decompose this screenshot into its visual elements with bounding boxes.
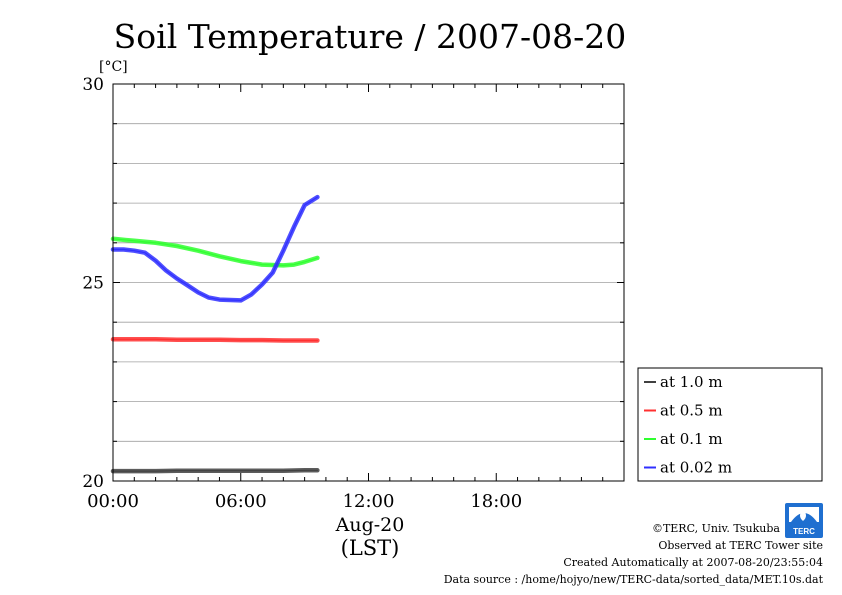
created-text: Created Automatically at 2007-08-20/23:5…	[563, 556, 823, 569]
source-text: Data source : /home/hojyo/new/TERC-data/…	[444, 573, 824, 586]
x-tick-label: 18:00	[470, 491, 522, 512]
legend-label: at 1.0 m	[660, 373, 723, 391]
legend: at 1.0 m at 0.5 m at 0.1 m at 0.02 m	[637, 367, 823, 482]
series-line	[110, 194, 320, 303]
y-tick-label: 20	[82, 472, 104, 492]
x-axis-title: (LST)	[341, 536, 400, 560]
chart-title: Soil Temperature / 2007-08-20	[114, 17, 627, 56]
x-tick-label: 12:00	[343, 491, 395, 512]
series-lines	[110, 194, 320, 474]
legend-label: at 0.5 m	[660, 402, 723, 420]
y-tick-label: 30	[82, 75, 104, 95]
logo-text: TERC	[793, 527, 815, 536]
legend-label: at 0.02 m	[660, 459, 732, 477]
legend-box	[637, 367, 823, 482]
terc-logo: TERC	[785, 503, 823, 538]
legend-label: at 0.1 m	[660, 430, 723, 448]
y-unit-label: [°C]	[99, 59, 128, 75]
series-line-core	[112, 469, 318, 472]
grid-lines	[113, 123, 624, 442]
series-line-core	[112, 238, 318, 266]
axis-ticks	[112, 83, 625, 482]
x-tick-label: 06:00	[215, 491, 267, 512]
series-line-core	[112, 196, 318, 301]
series-line-core	[112, 338, 318, 342]
y-tick-label: 25	[82, 274, 104, 294]
copyright-text: ©TERC, Univ. Tsukuba	[652, 522, 780, 535]
x-axis-date-label: Aug-20	[335, 514, 405, 536]
tick-labels: 20 25 30 00:00 06:00 12:00 18:00	[82, 75, 522, 512]
site-text: Observed at TERC Tower site	[658, 539, 823, 552]
x-tick-label: 00:00	[87, 491, 139, 512]
